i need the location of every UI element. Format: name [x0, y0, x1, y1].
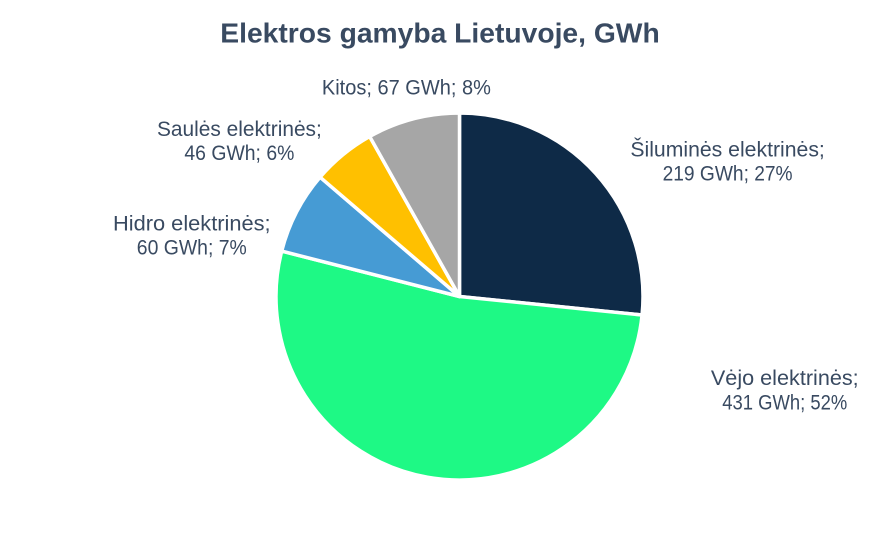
- svg-text:Vėjo elektrinės;: Vėjo elektrinės;: [711, 367, 859, 390]
- svg-text:431 GWh; 52%: 431 GWh; 52%: [722, 391, 847, 414]
- svg-text:Elektros gamyba Lietuvoje, GWh: Elektros gamyba Lietuvoje, GWh: [220, 18, 659, 49]
- svg-text:Hidro elektrinės;: Hidro elektrinės;: [113, 213, 271, 236]
- svg-text:46 GWh; 6%: 46 GWh; 6%: [184, 142, 294, 165]
- svg-text:60 GWh; 7%: 60 GWh; 7%: [137, 237, 247, 260]
- svg-text:219 GWh; 27%: 219 GWh; 27%: [663, 162, 793, 185]
- svg-text:Kitos; 67 GWh; 8%: Kitos; 67 GWh; 8%: [322, 77, 491, 100]
- svg-text:Saulės elektrinės;: Saulės elektrinės;: [157, 118, 322, 141]
- svg-text:Šiluminės elektrinės;: Šiluminės elektrinės;: [630, 138, 825, 161]
